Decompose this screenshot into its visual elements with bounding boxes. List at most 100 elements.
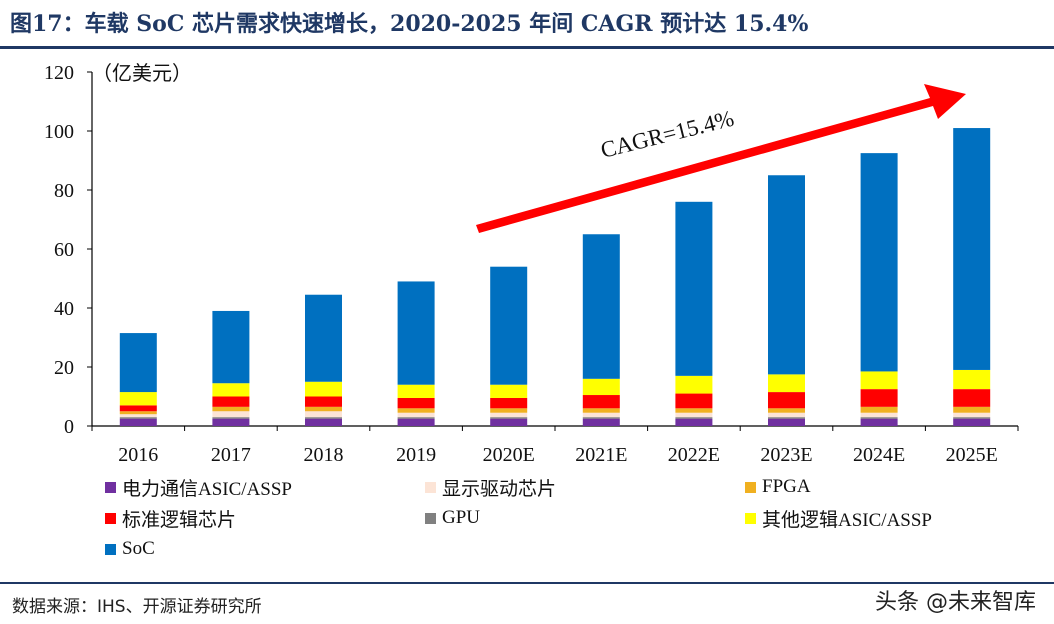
bar-segment [582,417,620,419]
legend-label: 显示驱动芯片 [442,478,557,500]
legend-label: SoC [122,538,155,559]
footer-divider [0,582,1054,584]
legend-swatch [745,512,756,524]
y-tick-label: 100 [44,121,74,143]
bar-segment [397,412,435,418]
legend-item: 标准逻辑芯片 [105,505,236,531]
legend-item: 显示驱动芯片 [425,474,556,500]
bar-segment [768,412,805,418]
x-tick-label: 2017 [211,444,251,466]
legend-swatch [745,481,756,493]
bar-segment [119,414,157,418]
y-tick-label: 20 [54,357,74,379]
x-tick-label: 2018 [304,444,344,466]
bar-segment [582,412,620,418]
bar-segment [860,153,898,372]
bar-segment [953,412,991,418]
bar-segment [397,384,435,398]
chart-legend: 电力通信ASIC/ASSP 显示驱动芯片 FPGA 标准逻辑芯片 GPU 其他逻辑ASIC… [105,474,1005,570]
bar-segment [675,408,713,413]
bar-segment [119,418,157,426]
bar-segment [860,389,898,407]
y-tick-label: 40 [54,298,74,320]
bar-segment [119,333,157,393]
legend-swatch [105,543,116,555]
bar-segment [305,418,342,426]
bar-segment [397,397,435,409]
legend-item: 电力通信ASIC/ASSP [105,474,292,500]
y-tick-labels: 0 20 40 60 80 100 120 [44,62,92,438]
bar-segment [490,384,528,398]
legend-swatch [105,512,116,524]
legend-swatch [425,512,436,524]
x-tick-label: 2023E [760,444,812,466]
title-divider [0,46,1054,49]
bar-segment [212,396,250,407]
bar-segment [768,418,805,426]
legend-label: 其他逻辑ASIC/ASSP [762,509,932,531]
x-tick-labels: 2016 2017 2018 2019 2020E 2021E 2022E 2023E 2024… [91,426,1019,466]
watermark: 头条 @未来智库 [875,590,1036,615]
bar-segment [582,418,620,426]
bar-segment [305,411,342,418]
y-tick-label: 0 [64,416,74,438]
bar-segment [675,418,713,426]
legend-swatch [425,481,436,493]
bar-segment [119,392,157,406]
legend-label: GPU [442,507,481,528]
bar-segment [212,418,250,426]
x-tick-label: 2024E [853,444,905,466]
bar-segment [675,412,713,418]
bar-segment [582,408,620,413]
bar-segment [212,383,250,397]
bar-segment [305,381,342,397]
legend-swatch [105,481,116,493]
bar-segment [397,418,435,426]
bar-segment [119,405,157,412]
bar-segment [860,412,898,418]
bar-segment [953,128,991,370]
bar-segment [490,266,528,385]
bar-segment [212,310,250,384]
bar-segment [675,417,713,419]
legend-item: 其他逻辑ASIC/ASSP [745,505,932,531]
cagr-annotation: CAGR=15.4% [598,106,736,163]
y-tick-label: 60 [54,239,74,261]
bar-segment [490,418,528,426]
bar-segment [582,395,620,409]
bar-segment [768,175,805,375]
legend-label: FPGA [762,476,811,497]
bar-segment [953,418,991,426]
bar-segment [397,408,435,413]
bar-segment [305,294,342,382]
bar-segment [582,378,620,396]
x-tick-label: 2020E [483,444,535,466]
bar-segment [305,417,342,419]
bar-segment [953,406,991,413]
bar-segment [860,417,898,419]
bar-segment [212,417,250,419]
y-tick-label: 80 [54,180,74,202]
bar-segment [675,393,713,409]
bar-segment [860,406,898,413]
bar-segment [490,408,528,413]
cagr-arrow-shape [476,84,966,233]
x-tick-label: 2021E [575,444,627,466]
bar-segment [768,417,805,419]
bar-segment [119,417,157,419]
bar-segment [860,418,898,426]
bar-segment [490,397,528,409]
bar-segment [675,201,713,376]
bar-segment [768,408,805,413]
legend-item: SoC [105,536,155,562]
legend-item: FPGA [745,474,811,500]
bar-segment [397,281,435,385]
bar-segment [582,234,620,379]
legend-item: GPU [425,505,480,531]
bar-segment [305,396,342,407]
bar-segment [490,412,528,418]
legend-label: 电力通信ASIC/ASSP [122,478,292,500]
bar-segment [212,406,250,412]
bar-segment [119,411,157,415]
cagr-arrow [476,84,966,233]
